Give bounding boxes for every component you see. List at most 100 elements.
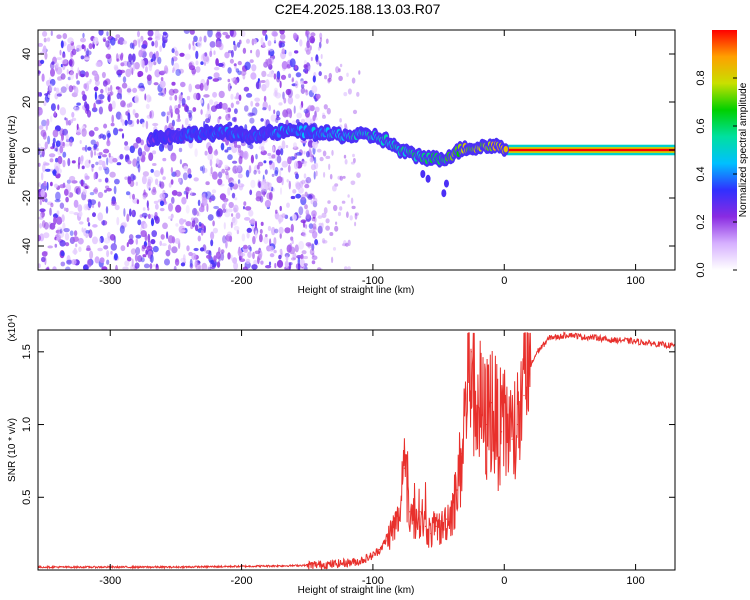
noise-speck <box>258 170 261 175</box>
noise-speck <box>45 123 48 131</box>
noise-speck <box>59 107 67 116</box>
noise-speck <box>280 74 287 80</box>
noise-speck <box>63 228 70 233</box>
noise-speck <box>44 168 51 172</box>
noise-speck <box>299 258 306 267</box>
noise-speck <box>52 137 56 144</box>
noise-speck <box>95 161 99 166</box>
noise-speck <box>81 227 84 233</box>
noise-speck <box>60 261 66 267</box>
noise-speck <box>303 173 307 179</box>
noise-speck <box>105 53 112 59</box>
noise-speck <box>222 31 229 36</box>
noise-speck <box>137 219 142 226</box>
noise-speck <box>325 155 331 159</box>
noise-speck <box>230 221 233 229</box>
noise-speck <box>154 212 158 217</box>
noise-speck <box>250 179 256 189</box>
noise-speck <box>47 85 52 94</box>
noise-speck <box>213 50 216 55</box>
noise-speck <box>218 116 222 120</box>
noise-speck <box>108 152 111 158</box>
noise-speck <box>174 258 180 266</box>
noise-speck <box>166 111 171 116</box>
noise-speck <box>295 263 301 270</box>
noise-speck <box>89 250 94 260</box>
noise-speck <box>322 114 326 119</box>
noise-speck <box>124 119 128 126</box>
noise-speck <box>59 228 63 234</box>
snr-point <box>378 549 381 551</box>
noise-speck <box>312 223 317 230</box>
noise-speck <box>178 177 182 183</box>
noise-speck <box>107 132 111 138</box>
noise-speck <box>87 222 91 227</box>
noise-speck <box>97 212 103 222</box>
snr-line <box>38 331 675 570</box>
noise-speck <box>221 168 226 174</box>
noise-speck <box>222 197 229 203</box>
noise-speck <box>108 103 113 112</box>
noise-speck <box>233 262 239 270</box>
noise-speck <box>124 145 130 151</box>
noise-speck <box>203 35 207 43</box>
noise-speck <box>305 242 312 247</box>
noise-speck <box>97 201 101 208</box>
noise-speck <box>132 109 136 115</box>
noise-speck <box>106 250 110 258</box>
noise-speck <box>338 68 341 73</box>
noise-speck <box>53 87 57 92</box>
noise-speck <box>315 93 321 100</box>
noise-speck <box>65 133 69 141</box>
noise-speck <box>254 97 261 102</box>
noise-speck <box>217 62 224 67</box>
noise-speck <box>268 261 272 266</box>
noise-speck <box>88 43 93 50</box>
noise-speck <box>305 212 311 219</box>
noise-speck <box>193 217 199 224</box>
noise-speck <box>221 102 228 110</box>
noise-speck <box>346 72 349 78</box>
noise-speck <box>215 210 221 218</box>
noise-speck <box>56 34 62 39</box>
noise-speck <box>206 254 212 259</box>
noise-speck <box>211 189 217 194</box>
snr-point <box>456 489 458 491</box>
noise-speck <box>231 213 234 217</box>
snr-point <box>474 394 476 397</box>
noise-speck <box>85 185 90 190</box>
noise-speck <box>174 94 178 101</box>
noise-speck <box>347 266 351 270</box>
noise-speck <box>310 32 316 37</box>
noise-speck <box>306 151 310 158</box>
noise-speck <box>280 187 282 195</box>
noise-speck <box>268 50 271 56</box>
noise-speck <box>272 146 275 152</box>
noise-speck <box>277 214 284 223</box>
noise-speck <box>129 66 133 72</box>
noise-speck <box>142 122 145 128</box>
noise-speck <box>187 173 192 179</box>
noise-speck <box>242 47 247 54</box>
noise-speck <box>227 187 231 196</box>
noise-speck <box>132 39 138 47</box>
noise-speck <box>56 93 62 97</box>
noise-speck <box>94 71 98 78</box>
noise-speck <box>309 45 312 51</box>
noise-speck <box>40 213 43 218</box>
noise-speck <box>317 46 321 51</box>
noise-speck <box>80 55 85 60</box>
noise-speck <box>339 206 343 211</box>
noise-speck <box>293 105 296 114</box>
noise-speck <box>152 150 157 155</box>
noise-speck <box>99 257 105 264</box>
noise-speck <box>347 88 352 95</box>
noise-speck <box>288 262 292 270</box>
noise-speck <box>181 97 186 106</box>
noise-speck <box>329 173 333 180</box>
noise-speck <box>147 207 150 211</box>
noise-speck <box>184 53 191 60</box>
noise-speck <box>290 236 294 241</box>
noise-speck <box>259 229 263 234</box>
noise-speck <box>290 257 296 261</box>
